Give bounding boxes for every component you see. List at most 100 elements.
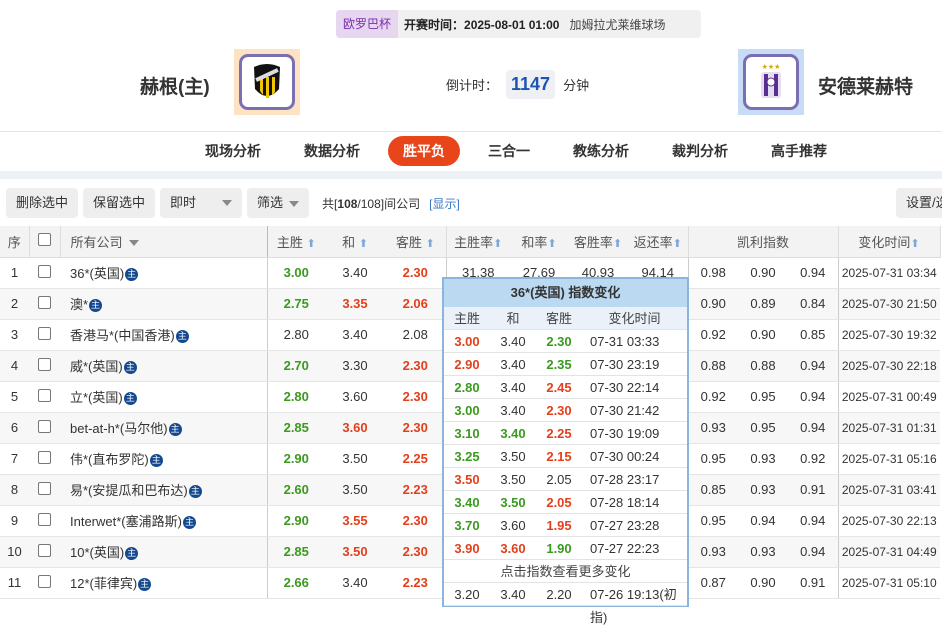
home-odds[interactable]: 2.85 (267, 536, 325, 568)
company-cell[interactable]: 36*(英国) 主 (60, 257, 268, 289)
away-odds[interactable]: 2.23 (385, 474, 446, 506)
tab-5[interactable]: 裁判分析 (672, 143, 728, 159)
company-name[interactable]: 伟*(直布罗陀) (70, 452, 149, 467)
select-all-checkbox[interactable] (38, 233, 51, 247)
draw-odds[interactable]: 3.60 (325, 412, 385, 444)
company-cell[interactable]: 立*(英国) 主 (60, 381, 268, 413)
company-name[interactable]: Interwet*(塞浦路斯) (70, 514, 182, 529)
company-cell[interactable]: 易*(安提瓜和巴布达) 主 (60, 474, 268, 506)
home-odds[interactable]: 2.80 (267, 319, 325, 351)
col-return-rate[interactable]: 返还率⬆ (628, 226, 689, 258)
home-team-logo[interactable] (234, 49, 300, 115)
tab-1[interactable]: 数据分析 (304, 143, 360, 159)
col-company[interactable]: 所有公司 (60, 226, 268, 258)
row-checkbox[interactable] (38, 543, 51, 557)
col-away[interactable]: 客胜 ⬆ (385, 226, 447, 258)
tab-3[interactable]: 三合一 (488, 143, 530, 159)
home-odds[interactable]: 3.00 (267, 257, 325, 289)
row-checkbox[interactable] (38, 450, 51, 464)
company-cell[interactable]: 威*(英国) 主 (60, 350, 268, 382)
row-checkbox[interactable] (38, 357, 51, 371)
draw-odds[interactable]: 3.50 (325, 474, 385, 506)
company-cell[interactable]: 香港马*(中国香港) 主 (60, 319, 268, 351)
home-odds[interactable]: 2.60 (267, 474, 325, 506)
away-odds[interactable]: 2.30 (385, 350, 446, 382)
company-cell[interactable]: Interwet*(塞浦路斯) 主 (60, 505, 268, 537)
row-checkbox-cell[interactable] (29, 536, 60, 568)
row-checkbox[interactable] (38, 512, 51, 526)
company-cell[interactable]: 澳* 主 (60, 288, 268, 320)
row-checkbox[interactable] (38, 574, 51, 588)
mode-select[interactable]: 即时 (160, 188, 243, 218)
tab-6[interactable]: 高手推荐 (771, 143, 827, 159)
company-name[interactable]: 易*(安提瓜和巴布达) (70, 483, 188, 498)
row-checkbox-cell[interactable] (29, 412, 60, 444)
row-checkbox-cell[interactable] (29, 567, 60, 599)
row-checkbox-cell[interactable] (29, 319, 60, 351)
away-odds[interactable]: 2.30 (385, 381, 446, 413)
col-home-rate[interactable]: 主胜率⬆ (446, 226, 510, 258)
away-odds[interactable]: 2.30 (385, 412, 446, 444)
away-odds[interactable]: 2.25 (385, 443, 446, 475)
draw-odds[interactable]: 3.60 (325, 381, 385, 413)
home-odds[interactable]: 2.90 (267, 505, 325, 537)
draw-odds[interactable]: 3.40 (325, 319, 385, 351)
row-checkbox-cell[interactable] (29, 288, 60, 320)
row-checkbox-cell[interactable] (29, 381, 60, 413)
company-name[interactable]: 立*(英国) (70, 390, 123, 405)
away-odds[interactable]: 2.23 (385, 567, 446, 599)
away-team-name[interactable]: 安德莱赫特 (818, 77, 914, 98)
row-checkbox-cell[interactable] (29, 505, 60, 537)
home-odds[interactable]: 2.90 (267, 443, 325, 475)
more-changes-link[interactable]: 点击指数查看更多变化 (444, 560, 687, 583)
col-draw-rate[interactable]: 和率⬆ (510, 226, 568, 258)
draw-odds[interactable]: 3.40 (325, 257, 385, 289)
row-checkbox-cell[interactable] (29, 474, 60, 506)
home-odds[interactable]: 2.66 (267, 567, 325, 599)
col-home[interactable]: 主胜 ⬆ (267, 226, 325, 258)
tab-2[interactable]: 胜平负 (388, 136, 460, 166)
draw-odds[interactable]: 3.50 (325, 536, 385, 568)
row-checkbox[interactable] (38, 419, 51, 433)
home-odds[interactable]: 2.75 (267, 288, 325, 320)
show-link[interactable]: [显示] (429, 196, 460, 211)
draw-odds[interactable]: 3.30 (325, 350, 385, 382)
row-checkbox[interactable] (38, 264, 51, 278)
company-name[interactable]: 威*(英国) (70, 359, 123, 374)
keep-selected-button[interactable]: 保留选中 (83, 188, 156, 218)
col-away-rate[interactable]: 客胜率⬆ (568, 226, 628, 258)
settings-button[interactable]: 设置/选择 (896, 188, 942, 218)
company-cell[interactable]: 10*(英国) 主 (60, 536, 268, 568)
delete-selected-button[interactable]: 删除选中 (6, 188, 79, 218)
away-odds[interactable]: 2.30 (385, 505, 446, 537)
row-checkbox-cell[interactable] (29, 257, 60, 289)
filter-dropdown[interactable]: 筛选 (247, 188, 310, 218)
away-odds[interactable]: 2.30 (385, 257, 446, 289)
league-label[interactable]: 欧罗巴杯 (336, 10, 399, 38)
row-checkbox[interactable] (38, 481, 51, 495)
company-name[interactable]: 10*(英国) (70, 545, 125, 560)
draw-odds[interactable]: 3.50 (325, 443, 385, 475)
row-checkbox[interactable] (38, 326, 51, 340)
tab-4[interactable]: 教练分析 (573, 143, 629, 159)
draw-odds[interactable]: 3.35 (325, 288, 385, 320)
home-odds[interactable]: 2.80 (267, 381, 325, 413)
company-name[interactable]: 12*(菲律宾) (70, 576, 138, 591)
home-team-name[interactable]: 赫根(主) (140, 77, 210, 98)
home-odds[interactable]: 2.85 (267, 412, 325, 444)
away-odds[interactable]: 2.30 (385, 536, 446, 568)
col-time[interactable]: 变化时间⬆ (838, 226, 941, 258)
row-checkbox-cell[interactable] (29, 443, 60, 475)
row-checkbox[interactable] (38, 388, 51, 402)
away-team-logo[interactable]: ★★★ (738, 49, 804, 115)
company-cell[interactable]: 12*(菲律宾) 主 (60, 567, 268, 599)
company-name[interactable]: 澳* (70, 297, 89, 312)
col-draw[interactable]: 和 ⬆ (325, 226, 385, 258)
company-cell[interactable]: 伟*(直布罗陀) 主 (60, 443, 268, 475)
company-name[interactable]: 36*(英国) (70, 266, 125, 281)
company-cell[interactable]: bet-at-h*(马尔他) 主 (60, 412, 268, 444)
home-odds[interactable]: 2.70 (267, 350, 325, 382)
row-checkbox-cell[interactable] (29, 350, 60, 382)
away-odds[interactable]: 2.08 (385, 319, 446, 351)
tab-0[interactable]: 现场分析 (205, 143, 261, 159)
